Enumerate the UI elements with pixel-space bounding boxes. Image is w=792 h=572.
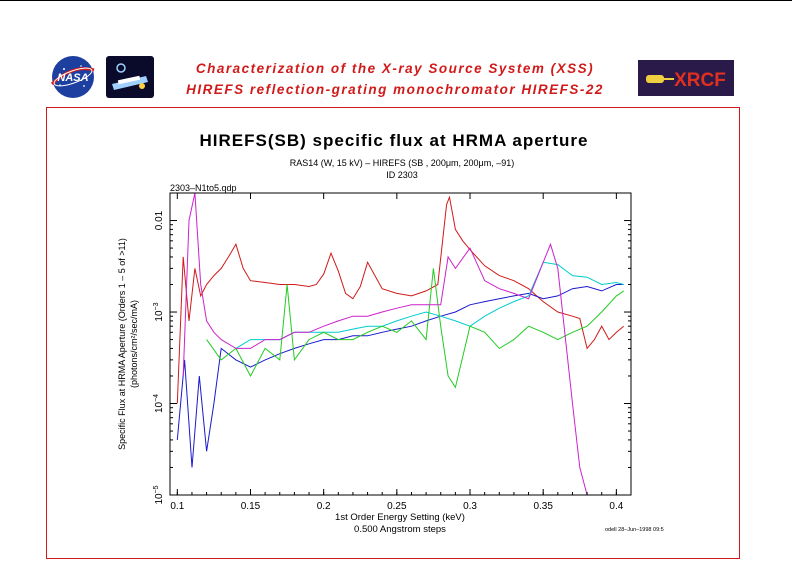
nasa-logo: NASA: [50, 56, 95, 98]
top-rule: [0, 0, 792, 1]
tick-group: 0.1 0.15 0.2 0.25 0.3 0.35 0.4 10−5 10−4 10−3 0.01: [153, 192, 631, 512]
y-tick-label: 10−5: [153, 485, 165, 504]
y-tick-exponent: −5: [153, 485, 160, 493]
chart-id: ID 2303: [386, 170, 418, 180]
y-axis-label-2: (photons/cm²/sec/mA): [129, 300, 139, 388]
y-tick-label: 10−3: [153, 302, 165, 321]
msfc-logo: [106, 56, 154, 98]
x-tick-label: 0.15: [241, 501, 261, 512]
x-axis-label: 1st Order Energy Setting (keV): [335, 512, 465, 523]
file-label: 2303–N1to5.qdp: [170, 183, 237, 193]
y-tick-label: 0.01: [154, 210, 165, 230]
nasa-logo-text: NASA: [57, 72, 88, 84]
x-tick-label: 0.2: [317, 501, 331, 512]
y-axis-label: Specific Flux at HRMA Aperture (Orders 1…: [117, 238, 127, 450]
xrcf-logo: XRCF: [638, 60, 734, 96]
series-line-2: [176, 284, 624, 468]
x-tick-label: 0.4: [609, 501, 623, 512]
y-tick-label: 10−4: [153, 394, 165, 413]
series-line-1: [176, 195, 625, 404]
plot-series-group: [176, 192, 625, 496]
chart-title: HIREFS(SB) specific flux at HRMA apertur…: [200, 131, 589, 150]
x-tick-label: 0.3: [463, 501, 477, 512]
plot-area: [169, 192, 632, 496]
y-tick-exponent: −3: [153, 302, 160, 310]
x-tick-label: 0.35: [533, 501, 553, 512]
header-title-line1: Characterization of the X-ray Source Sys…: [195, 61, 595, 76]
x-tick-label: 0.25: [387, 501, 407, 512]
y-tick-exponent: −4: [153, 394, 160, 402]
x-axis-label-2: 0.500 Angstrom steps: [354, 524, 446, 535]
chart-subtitle: RAS14 (W, 15 kV) – HIREFS (SB , 200μm, 2…: [290, 158, 514, 168]
footnote: odell 28–Jun–1998 09:5: [605, 527, 664, 533]
x-tick-label: 0.1: [170, 501, 184, 512]
series-line-5: [182, 192, 588, 496]
header-title-line2: HIREFS reflection-grating monochromator …: [186, 82, 604, 97]
series-line-4: [206, 268, 624, 389]
xrcf-logo-text: XRCF: [674, 70, 726, 91]
chart-frame: [46, 107, 740, 559]
